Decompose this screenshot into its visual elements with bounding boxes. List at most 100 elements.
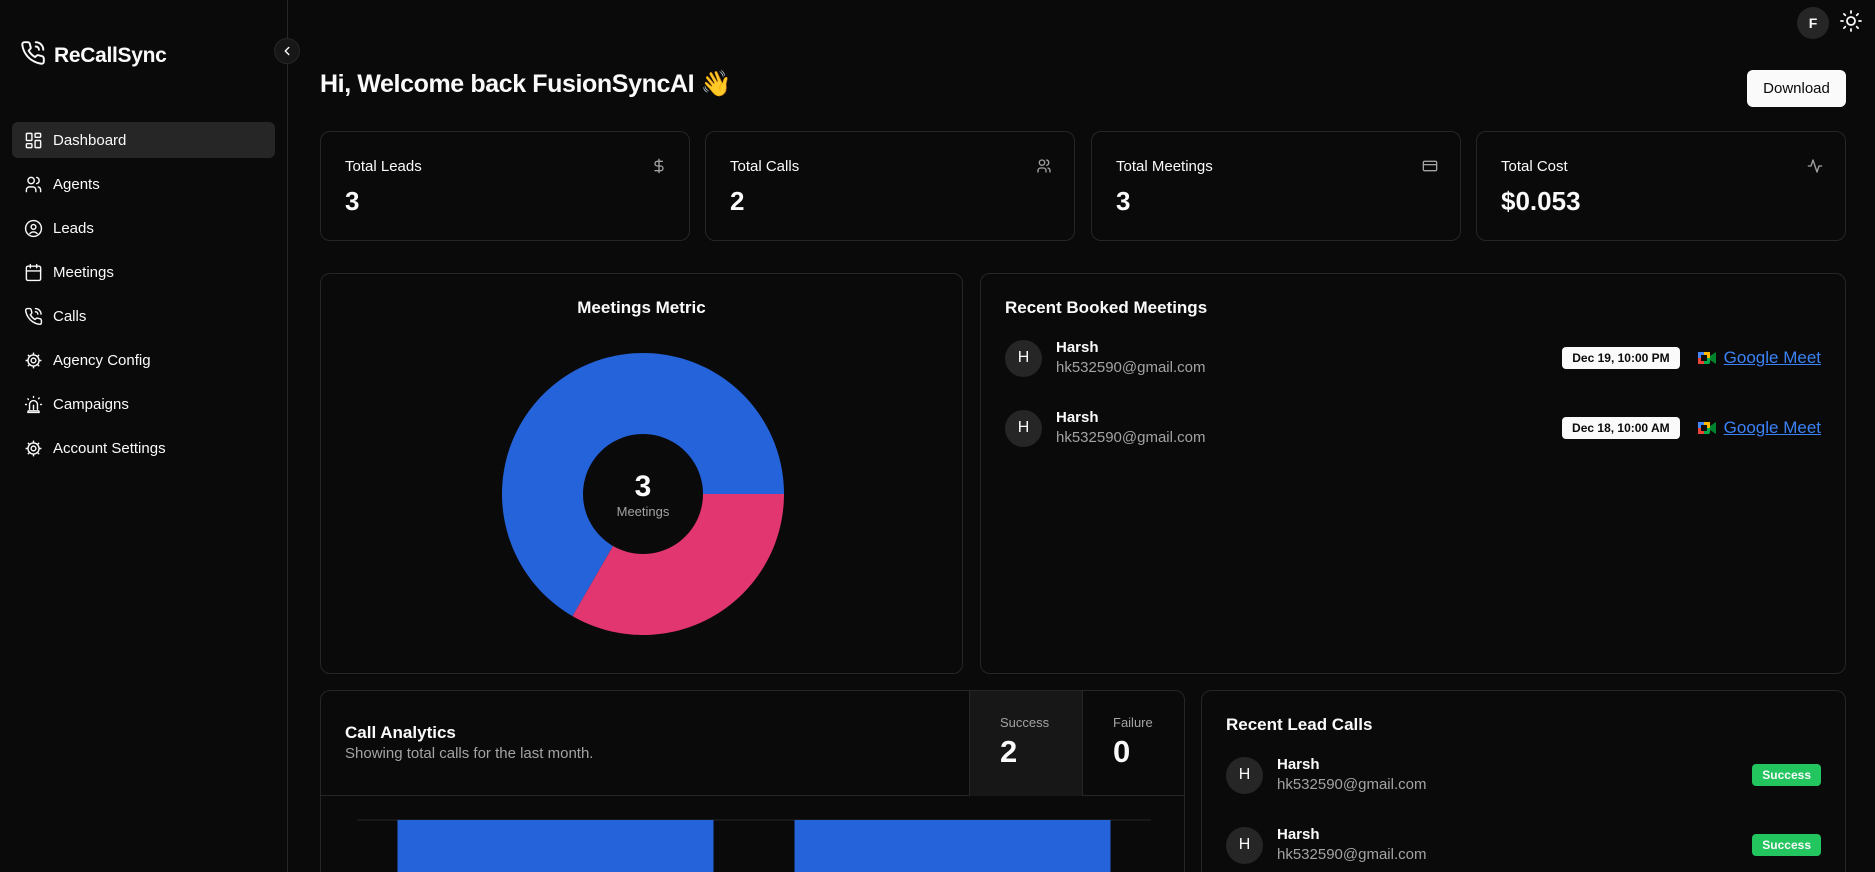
sidebar-item-dashboard[interactable]: Dashboard <box>12 122 275 158</box>
google-meet-link-text[interactable]: Google Meet <box>1723 418 1821 437</box>
person-info: Harsh hk532590@gmail.com <box>1277 825 1426 865</box>
card-title: Recent Lead Calls <box>1226 715 1373 734</box>
sidebar-item-leads[interactable]: Leads <box>12 210 275 246</box>
person-info: Harsh hk532590@gmail.com <box>1056 408 1205 448</box>
person-info: Harsh hk532590@gmail.com <box>1056 338 1205 378</box>
google-meet-link[interactable]: Google Meet <box>1697 348 1821 368</box>
donut-svg <box>502 353 785 635</box>
dashboard-icon <box>25 132 42 148</box>
person-email: hk532590@gmail.com <box>1277 846 1427 863</box>
stat-card-total-cost: Total Cost $0.053 <box>1476 131 1846 241</box>
list-item: H Harsh hk532590@gmail.com Success <box>1226 823 1821 867</box>
meeting-date-badge: Dec 18, 10:00 AM <box>1562 417 1680 439</box>
avatar[interactable]: F <box>1797 7 1829 39</box>
person-name: Harsh <box>1056 339 1099 356</box>
person-email: hk532590@gmail.com <box>1056 429 1206 446</box>
user-circle-icon <box>24 219 43 237</box>
dollar-icon <box>654 158 664 174</box>
stat-card-total-leads: Total Leads 3 <box>320 131 690 241</box>
meeting-date-badge: Dec 19, 10:00 PM <box>1562 347 1680 369</box>
sidebar-item-label: Campaigns <box>53 395 129 413</box>
person-name: Harsh <box>1277 756 1320 773</box>
chevron-left-icon <box>284 46 290 56</box>
sidebar-item-campaigns[interactable]: Campaigns <box>12 386 275 422</box>
topbar-actions: F <box>1797 7 1863 39</box>
meetings-donut-chart: 3 Meetings <box>501 352 785 636</box>
google-meet-link-text[interactable]: Google Meet <box>1723 348 1821 367</box>
page-title: Hi, Welcome back FusionSyncAI 👋 <box>320 70 732 98</box>
sidebar-item-agency-config[interactable]: Agency Config <box>12 342 275 378</box>
list-item: H Harsh hk532590@gmail.com Dec 18, 10:00… <box>1005 406 1821 450</box>
calendar-icon <box>25 263 42 281</box>
sidebar-item-calls[interactable]: Calls <box>12 298 275 334</box>
users-icon <box>25 176 42 192</box>
stat-label: Total Cost <box>1501 158 1568 175</box>
list-item: H Harsh hk532590@gmail.com Dec 19, 10:00… <box>1005 336 1821 380</box>
sidebar-item-label: Calls <box>53 307 87 325</box>
sidebar-item-agents[interactable]: Agents <box>12 166 275 202</box>
stat-value: $0.053 <box>1501 186 1581 216</box>
person-name: Harsh <box>1056 409 1099 426</box>
activity-icon <box>1807 159 1823 173</box>
tab-label: Failure <box>1113 715 1153 730</box>
sidebar-item-label: Agents <box>53 175 100 193</box>
sidebar-item-label: Agency Config <box>53 351 151 369</box>
call-analytics-bar-chart <box>357 819 1151 872</box>
stat-value: 3 <box>1116 186 1131 216</box>
brand[interactable]: ReCallSync <box>20 40 167 71</box>
sidebar-item-label: Leads <box>53 219 94 237</box>
chart-bar[interactable] <box>794 820 1111 872</box>
tab-value: 2 <box>1000 734 1018 769</box>
call-analytics-card: Call Analytics Showing total calls for t… <box>320 690 1185 872</box>
card-title: Call Analytics <box>345 723 456 742</box>
gear-icon <box>25 440 42 456</box>
stat-label: Total Calls <box>730 158 800 175</box>
google-meet-icon <box>1697 352 1716 364</box>
sidebar-item-label: Meetings <box>53 263 114 281</box>
donut-slice[interactable] <box>502 353 784 617</box>
list-item: H Harsh hk532590@gmail.com Success <box>1226 753 1821 797</box>
status-badge: Success <box>1752 764 1821 786</box>
stat-value: 3 <box>345 186 360 216</box>
gear-icon <box>25 352 42 368</box>
sidebar-item-label: Account Settings <box>53 439 166 457</box>
card-subtitle: Showing total calls for the last month. <box>345 745 594 762</box>
avatar: H <box>1226 756 1263 794</box>
siren-icon <box>24 395 43 413</box>
avatar: H <box>1226 826 1263 864</box>
sidebar: ReCallSync Dashboard Agents Leads Meetin… <box>0 0 288 872</box>
recent-meetings-card: Recent Booked Meetings H Harsh hk532590@… <box>980 273 1846 674</box>
tab-value: 0 <box>1113 734 1131 769</box>
sun-icon <box>1840 9 1862 32</box>
brand-name: ReCallSync <box>54 43 167 67</box>
donut-slice[interactable] <box>572 494 785 635</box>
sidebar-item-label: Dashboard <box>53 131 127 149</box>
stat-card-total-meetings: Total Meetings 3 <box>1091 131 1461 241</box>
download-button[interactable]: Download <box>1747 70 1846 107</box>
avatar: H <box>1005 339 1042 377</box>
credit-card-icon <box>1422 160 1438 172</box>
stat-label: Total Leads <box>345 158 422 175</box>
person-info: Harsh hk532590@gmail.com <box>1277 755 1426 795</box>
person-name: Harsh <box>1277 826 1320 843</box>
tab-failure[interactable]: Failure 0 <box>1082 691 1184 796</box>
theme-toggle-button[interactable] <box>1839 9 1863 38</box>
person-email: hk532590@gmail.com <box>1277 776 1427 793</box>
collapse-sidebar-button[interactable] <box>274 38 300 64</box>
phone-icon <box>20 40 46 71</box>
avatar: H <box>1005 409 1042 447</box>
chart-bar[interactable] <box>397 820 714 872</box>
call-analytics-header: Call Analytics Showing total calls for t… <box>321 691 1184 796</box>
stat-label: Total Meetings <box>1116 158 1213 175</box>
stat-card-total-calls: Total Calls 2 <box>705 131 1075 241</box>
google-meet-link[interactable]: Google Meet <box>1697 418 1821 438</box>
sidebar-item-meetings[interactable]: Meetings <box>12 254 275 290</box>
meetings-metric-card: Meetings Metric 3 Meetings <box>320 273 963 674</box>
tab-success[interactable]: Success 2 <box>969 691 1082 796</box>
sidebar-nav: Dashboard Agents Leads Meetings Calls Ag… <box>12 122 275 474</box>
recent-calls-card: Recent Lead Calls H Harsh hk532590@gmail… <box>1201 690 1846 872</box>
status-badge: Success <box>1752 834 1821 856</box>
users-icon <box>1037 159 1051 173</box>
sidebar-item-account-settings[interactable]: Account Settings <box>12 430 275 466</box>
